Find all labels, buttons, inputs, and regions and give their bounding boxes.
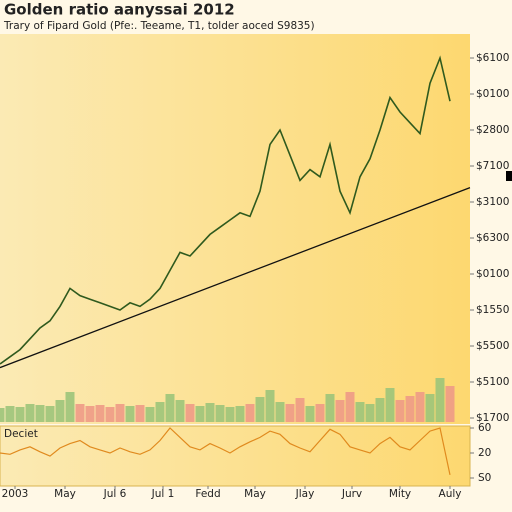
volume-bar	[245, 404, 255, 422]
volume-bar	[25, 404, 35, 422]
y-tick-label: $1700	[476, 412, 509, 424]
volume-bar	[235, 406, 245, 422]
x-tick-label: May	[244, 488, 266, 500]
trend-line	[0, 186, 471, 369]
volume-bar	[35, 405, 45, 422]
volume-bar	[125, 406, 135, 422]
volume-bar	[425, 394, 435, 422]
volume-bar	[65, 392, 75, 422]
volume-bar	[285, 404, 295, 422]
volume-bar	[195, 406, 205, 422]
y-tick-label: $1550	[476, 304, 509, 316]
x-tick-label: 2003	[2, 488, 29, 500]
x-tick-label: May	[54, 488, 76, 500]
volume-bar	[105, 407, 115, 422]
volume-bar	[95, 405, 105, 422]
oscillator-line	[0, 427, 451, 476]
oscillator-tick-label: 60	[478, 422, 491, 434]
volume-bar	[45, 406, 55, 422]
volume-bar	[355, 402, 365, 422]
volume-bar	[175, 400, 185, 422]
y-tick-label: $0100	[476, 88, 509, 100]
volume-bar	[265, 390, 275, 422]
volume-bar	[185, 404, 195, 422]
x-tick-label: Jlay	[295, 488, 315, 500]
x-tick-label: Jurv	[341, 488, 362, 500]
x-tick-label: Jul 6	[103, 488, 127, 500]
y-tick-label: $5500	[476, 340, 509, 352]
volume-bar	[305, 406, 315, 422]
volume-bar	[115, 404, 125, 422]
volume-bar	[445, 386, 455, 422]
volume-bar	[325, 394, 335, 422]
oscillator-tick-label: 20	[478, 447, 491, 459]
y-tick-label: $6100	[476, 52, 509, 64]
volume-bar	[375, 398, 385, 422]
volume-bar	[415, 392, 425, 422]
volume-bar	[5, 406, 15, 422]
volume-bar	[15, 407, 25, 422]
volume-bar	[385, 388, 395, 422]
volume-bar	[145, 407, 155, 422]
volume-bar	[75, 404, 85, 422]
volume-bar	[85, 406, 95, 422]
y-tick-label: $6300	[476, 232, 509, 244]
volume-bar	[405, 396, 415, 422]
chart-title: Golden ratio aanyssai 2012	[4, 1, 235, 19]
volume-bar	[55, 400, 65, 422]
volume-bar	[155, 402, 165, 422]
x-tick-label: Fedd	[195, 488, 220, 500]
y-tick-label: $2800	[476, 124, 509, 136]
y-tick-label: $0100	[476, 268, 509, 280]
volume-bar	[205, 403, 215, 422]
volume-bar	[275, 402, 285, 422]
volume-bar	[335, 400, 345, 422]
volume-bar	[365, 404, 375, 422]
volume-bar	[225, 407, 235, 422]
volume-bar	[295, 398, 305, 422]
volume-bar	[345, 392, 355, 422]
x-tick-label: Auly	[439, 488, 462, 500]
y-tick-label: $3100	[476, 196, 509, 208]
volume-bar	[0, 408, 5, 422]
volume-bar	[395, 400, 405, 422]
volume-bar	[435, 378, 445, 422]
chart-subtitle: Trary of Fipard Gold (Pfe:. Teeame, T1, …	[3, 20, 315, 32]
volume-bar	[255, 397, 265, 422]
price-panel	[0, 34, 470, 424]
volume-bar	[135, 405, 145, 422]
volume-bar	[165, 394, 175, 422]
price-marker	[506, 171, 512, 181]
y-tick-label: $5100	[476, 376, 509, 388]
price-line	[0, 55, 451, 365]
oscillator-label: Deciet	[4, 428, 38, 440]
volume-bar	[315, 404, 325, 422]
y-tick-label: $7100	[476, 160, 509, 172]
x-tick-label: Mity	[389, 488, 411, 500]
oscillator-tick-label: S0	[478, 472, 491, 484]
x-tick-label: Jul 1	[151, 488, 175, 500]
oscillator-panel	[0, 425, 471, 487]
volume-bar	[215, 405, 225, 422]
